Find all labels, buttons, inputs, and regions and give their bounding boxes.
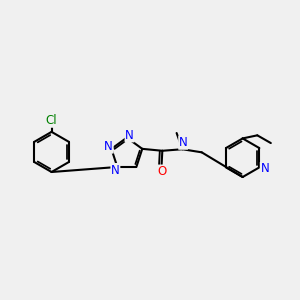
Text: N: N [111, 164, 120, 177]
Text: Cl: Cl [46, 114, 57, 127]
Text: N: N [125, 129, 134, 142]
Text: O: O [157, 165, 166, 178]
Text: N: N [260, 162, 269, 176]
Text: N: N [104, 140, 113, 153]
Text: N: N [179, 136, 188, 149]
